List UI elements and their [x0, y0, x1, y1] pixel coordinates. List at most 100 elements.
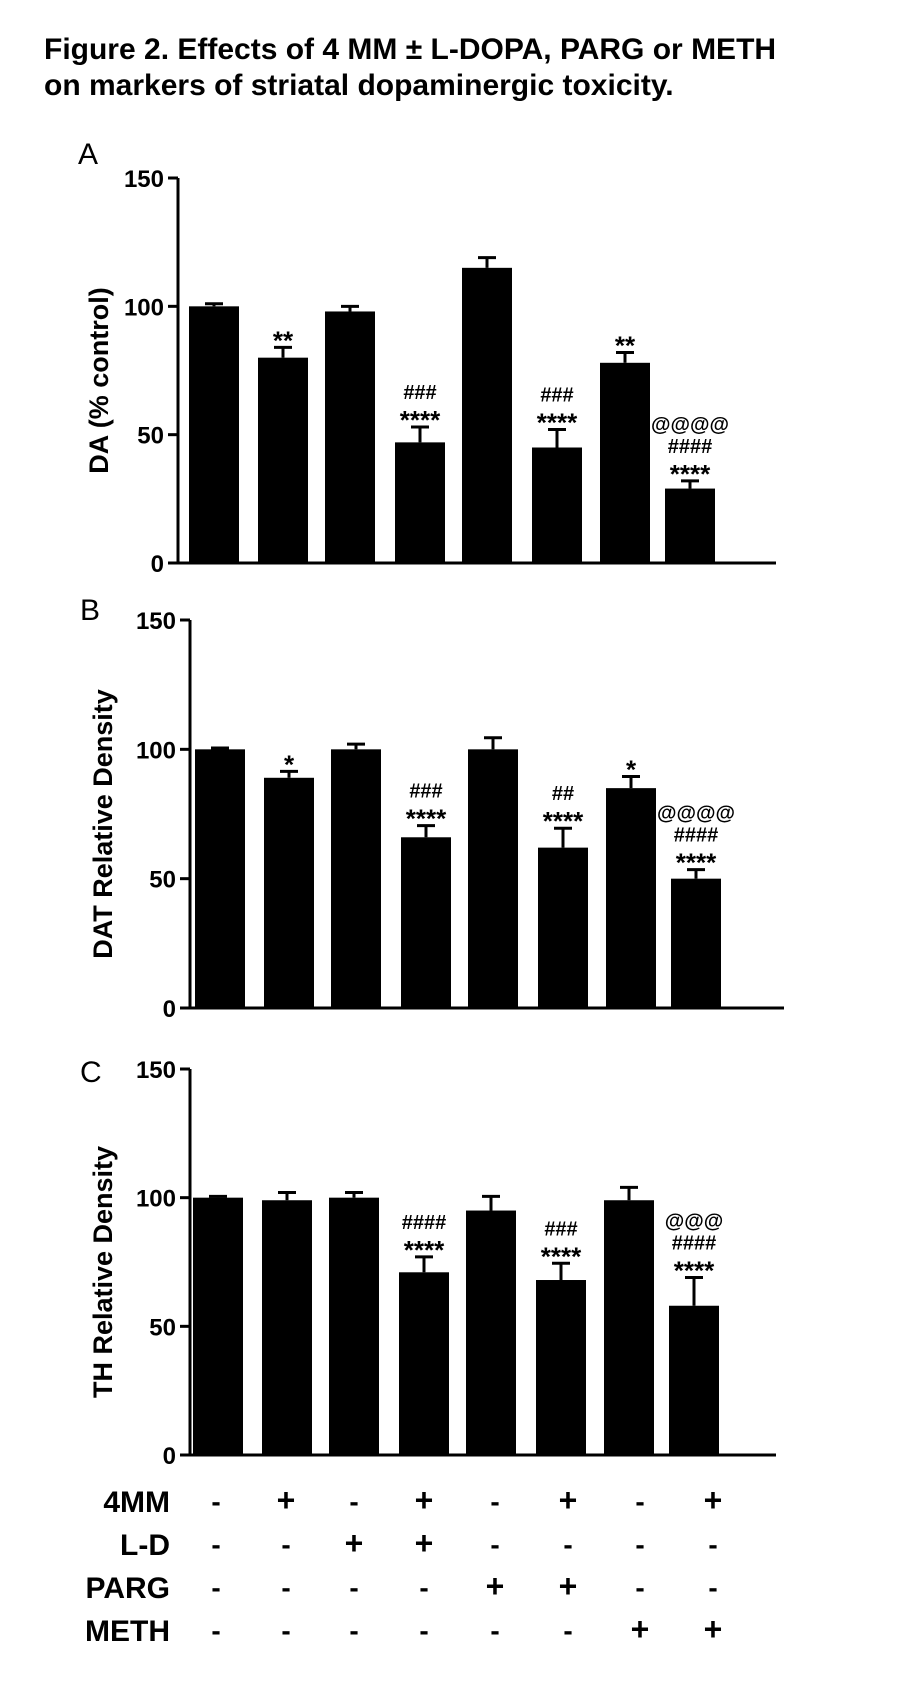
significance-marker-C-6-1: ### [544, 1218, 577, 1240]
treatment-sign-2-7: - [635, 1529, 644, 1560]
treatment-sign-3-8: - [708, 1572, 717, 1603]
treatment-label-parg: PARG [86, 1572, 170, 1605]
treatment-sign-3-2: - [281, 1572, 290, 1603]
bar-B-1 [195, 749, 245, 1008]
y-tick-label-B-100: 100 [136, 737, 176, 764]
significance-marker-A-8-3: **** [670, 459, 711, 489]
bar-B-8 [671, 878, 721, 1008]
significance-marker-B-8-3: **** [676, 848, 717, 878]
y-axis-label-B: DAT Relative Density [88, 689, 118, 959]
significance-marker-C-8-1: @@@ [665, 1210, 724, 1232]
significance-marker-A-4-1: ### [403, 382, 436, 404]
figure-title: Figure 2. Effects of 4 MM ± L-DOPA, PARG… [44, 32, 894, 104]
significance-marker-B-6-2: **** [543, 806, 584, 836]
y-tick-label-A-150: 150 [124, 166, 164, 193]
treatment-sign-3-4: - [419, 1572, 428, 1603]
significance-marker-B-6-1: ## [552, 783, 574, 805]
significance-marker-A-8-2: #### [668, 436, 713, 458]
treatment-label-ld: L-D [120, 1529, 170, 1562]
panel-letter-C: C [80, 1056, 102, 1089]
treatment-sign-3-3: - [349, 1572, 358, 1603]
bar-A-3 [325, 311, 375, 563]
bar-C-4 [399, 1272, 449, 1455]
y-tick-label-B-0: 0 [163, 996, 176, 1023]
treatment-sign-3-1: - [211, 1572, 220, 1603]
treatment-sign-4-1: - [211, 1615, 220, 1646]
bar-A-7 [600, 362, 650, 563]
y-tick-label-C-0: 0 [163, 1443, 176, 1470]
treatment-sign-3-5: + [486, 1568, 505, 1604]
bar-A-4 [395, 442, 445, 563]
bar-C-8 [669, 1305, 719, 1455]
treatment-sign-1-6: + [559, 1482, 578, 1518]
treatment-sign-2-4: + [415, 1525, 434, 1561]
treatment-label-4mm: 4MM [103, 1486, 170, 1519]
treatment-sign-2-3: + [345, 1525, 364, 1561]
treatment-sign-4-2: - [281, 1615, 290, 1646]
y-tick-label-C-100: 100 [136, 1186, 176, 1213]
treatment-sign-2-6: - [563, 1529, 572, 1560]
bar-B-6 [538, 847, 588, 1008]
treatment-sign-4-3: - [349, 1615, 358, 1646]
figure-title-line-1: Figure 2. Effects of 4 MM ± L-DOPA, PARG… [44, 33, 777, 66]
treatment-sign-4-8: + [704, 1611, 723, 1647]
significance-marker-A-8-1: @@@@ [651, 414, 729, 436]
treatment-sign-3-6: + [559, 1568, 578, 1604]
bar-A-2 [258, 357, 308, 563]
treatment-sign-2-5: - [490, 1529, 499, 1560]
significance-marker-A-6-1: ### [540, 385, 573, 407]
treatment-label-meth: METH [85, 1615, 170, 1648]
y-tick-label-B-150: 150 [136, 608, 176, 635]
significance-marker-B-2-1: * [284, 749, 295, 779]
treatment-sign-1-8: + [704, 1482, 723, 1518]
significance-marker-C-8-2: #### [672, 1232, 717, 1254]
y-axis-label-C: TH Relative Density [88, 1146, 118, 1398]
bar-B-2 [264, 777, 314, 1008]
bar-C-3 [329, 1197, 379, 1455]
y-axis-label-A: DA (% control) [84, 287, 114, 473]
y-tick-label-A-100: 100 [124, 294, 164, 321]
treatment-sign-4-7: + [631, 1611, 650, 1647]
significance-marker-A-6-2: **** [537, 408, 578, 438]
treatment-sign-4-6: - [563, 1615, 572, 1646]
treatment-sign-2-1: - [211, 1529, 220, 1560]
treatment-sign-4-4: - [419, 1615, 428, 1646]
y-tick-label-B-50: 50 [149, 867, 176, 894]
significance-marker-C-8-3: **** [674, 1255, 715, 1285]
bar-A-6 [532, 447, 582, 563]
bar-B-5 [468, 749, 518, 1008]
treatment-sign-2-8: - [708, 1529, 717, 1560]
significance-marker-B-4-1: ### [409, 781, 442, 803]
significance-marker-A-4-2: **** [400, 405, 441, 435]
bar-C-7 [604, 1200, 654, 1455]
panel-letter-A: A [78, 138, 98, 171]
bar-B-3 [331, 749, 381, 1008]
significance-marker-B-4-2: **** [406, 804, 447, 834]
significance-marker-B-7-1: * [626, 754, 637, 784]
significance-marker-C-6-2: **** [541, 1241, 582, 1271]
treatment-sign-1-5: - [490, 1486, 499, 1517]
treatment-sign-1-1: - [211, 1486, 220, 1517]
bar-B-7 [606, 788, 656, 1008]
bar-C-5 [466, 1210, 516, 1455]
treatment-sign-1-7: - [635, 1486, 644, 1517]
panel-letter-B: B [80, 594, 100, 627]
bar-A-8 [665, 488, 715, 563]
treatment-sign-2-2: - [281, 1529, 290, 1560]
treatment-sign-1-2: + [277, 1482, 296, 1518]
treatment-sign-1-4: + [415, 1482, 434, 1518]
significance-marker-B-8-1: @@@@ [657, 803, 735, 825]
bar-A-1 [189, 306, 239, 563]
y-tick-label-C-50: 50 [149, 1314, 176, 1341]
treatment-sign-3-7: - [635, 1572, 644, 1603]
treatment-sign-1-3: - [349, 1486, 358, 1517]
y-tick-label-C-150: 150 [136, 1057, 176, 1084]
y-tick-label-A-0: 0 [151, 551, 164, 578]
bar-C-6 [536, 1280, 586, 1455]
y-tick-label-A-50: 50 [137, 423, 164, 450]
significance-marker-C-4-2: **** [404, 1235, 445, 1265]
significance-marker-A-2-1: ** [273, 325, 294, 355]
significance-marker-A-7-1: ** [615, 331, 636, 361]
significance-marker-C-4-1: #### [402, 1212, 447, 1234]
